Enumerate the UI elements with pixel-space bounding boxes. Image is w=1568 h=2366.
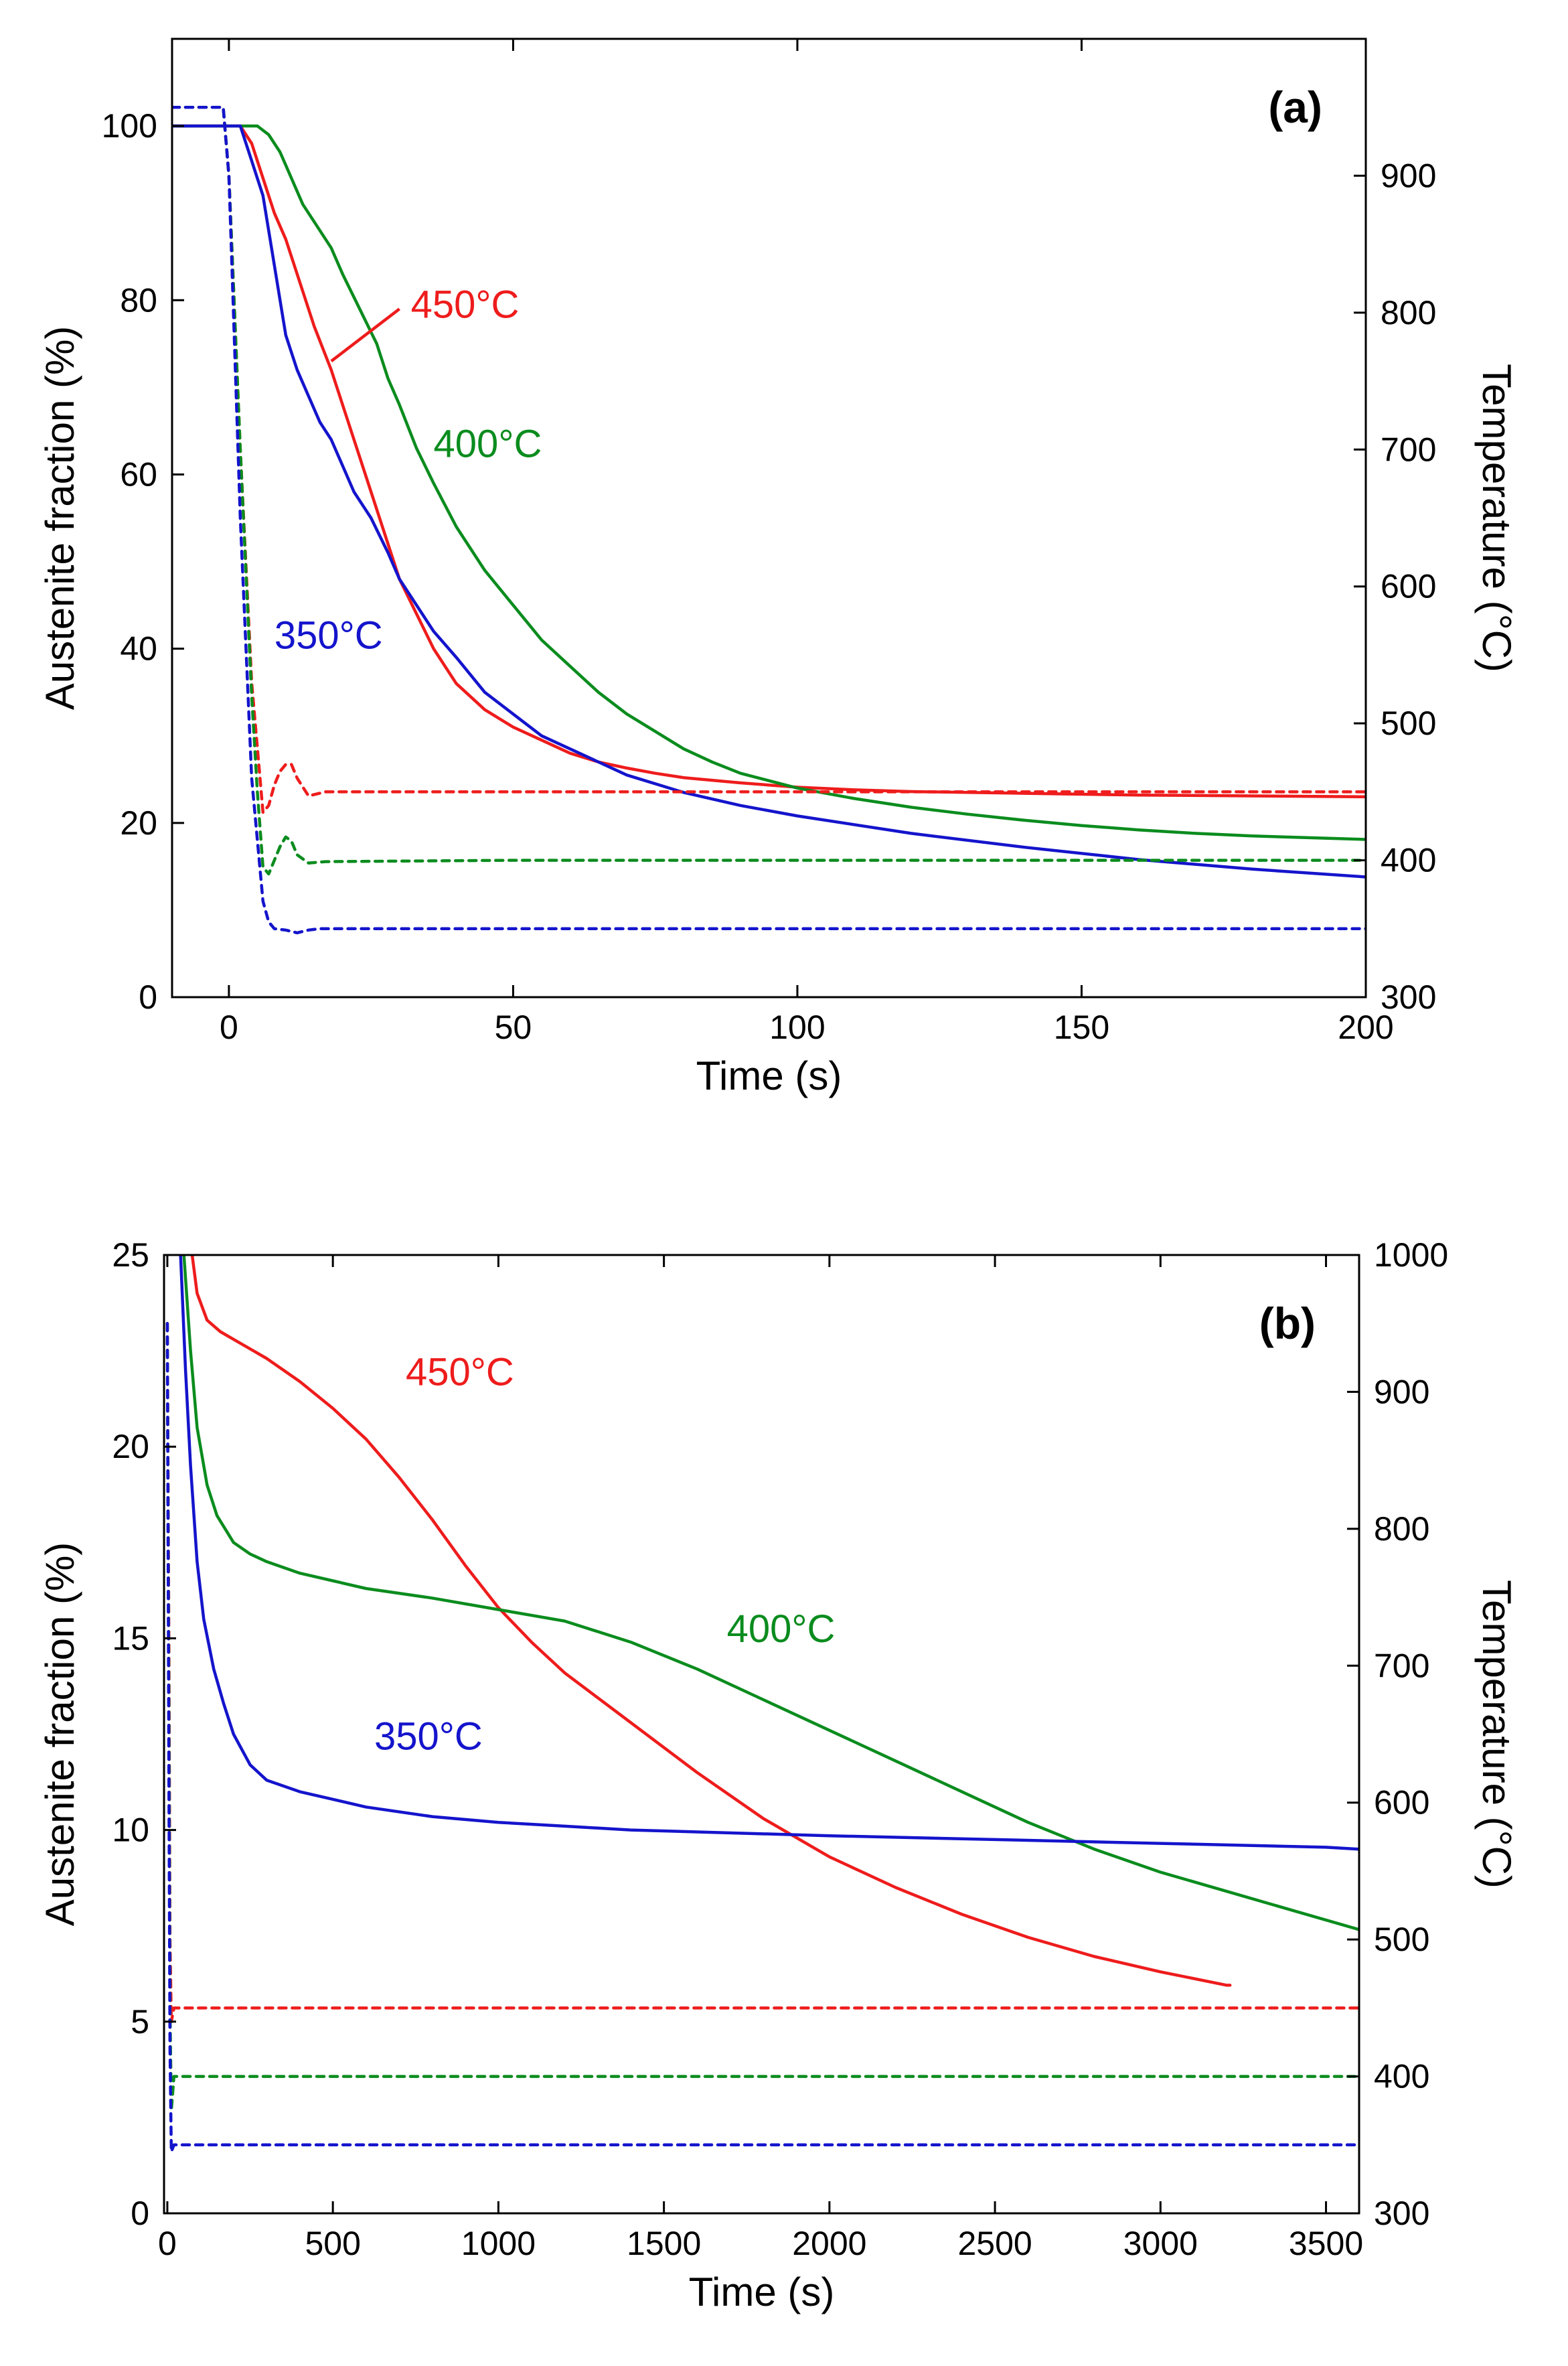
panel-a-annotation-350c: 350°C	[275, 614, 383, 658]
panel-a-series-400c	[172, 124, 1366, 841]
panel-a-series-450c-temperature	[172, 105, 1366, 814]
panel-a-y-tick-label: 0	[139, 978, 157, 1016]
panel-a-leader-line-450c	[330, 307, 400, 363]
panel-b-series-350c-temperature	[165, 1321, 1359, 2154]
panel-b-x-tick-label: 500	[305, 2225, 360, 2262]
panel-b-y2-tick-label: 1000	[1374, 1236, 1448, 1274]
panel-a-y2-tick-label: 400	[1381, 842, 1436, 879]
panel-b-y-tick-label: 5	[131, 2003, 149, 2041]
panel-b-y-tick-label: 20	[112, 1428, 149, 1465]
panel-a-x-tick-label: 50	[495, 1009, 532, 1046]
panel-b-panel-label: (b)	[1259, 1299, 1316, 1348]
panel-b-x-tick-label: 1000	[461, 2225, 536, 2262]
panel-a-y2-tick-label: 500	[1381, 705, 1436, 742]
panel-a-y2-axis-title: Temperature (°C)	[1474, 364, 1519, 672]
panel-b-annotation-450c: 450°C	[406, 1351, 514, 1394]
panel-a-y2-tick-label: 700	[1381, 431, 1436, 468]
panel-b-series-400c-temperature	[165, 1321, 1359, 2112]
panel-b-y2-tick-label: 900	[1374, 1373, 1429, 1410]
panel-a-x-tick-label: 100	[769, 1009, 825, 1046]
panel-b-y-tick-label: 25	[112, 1236, 149, 1274]
panel-a-plot-frame	[171, 38, 1367, 999]
panel-b-x-axis-title: Time (s)	[689, 2270, 835, 2314]
panel-a-x-tick-label: 0	[220, 1009, 238, 1046]
panel-a-annotation-400c: 400°C	[434, 422, 542, 465]
panel-b-series-450c	[190, 1255, 1232, 1987]
panel-a-x-axis-title: Time (s)	[696, 1053, 842, 1098]
panel-b-series-400c	[182, 1255, 1359, 1931]
panel-b-y-tick-label: 10	[112, 1812, 149, 1849]
panel-b-y2-tick-label: 600	[1374, 1784, 1429, 1822]
panel-b-y2-tick-label: 800	[1374, 1510, 1429, 1548]
panel-b-series-450c-temperature	[165, 1321, 1359, 2024]
panel-b-y-tick-label: 15	[112, 1619, 149, 1657]
panel-a-y-tick-label: 80	[120, 281, 157, 319]
panel-a-y2-tick-label: 600	[1381, 568, 1436, 605]
panel-a-y2-tick-label: 900	[1381, 157, 1436, 194]
panel-b-y2-tick-label: 700	[1374, 1647, 1429, 1684]
panel-a-y-tick-label: 40	[120, 630, 157, 668]
panel-a-x-tick-label: 150	[1054, 1009, 1109, 1046]
panel-b-y2-tick-label: 400	[1374, 2058, 1429, 2095]
panel-b-y2-tick-label: 300	[1374, 2195, 1429, 2232]
panel-a-annotation-450c: 450°C	[411, 283, 520, 326]
panel-b-y2-axis-title: Temperature (°C)	[1474, 1580, 1519, 1889]
panel-b-x-tick-label: 1500	[627, 2225, 701, 2262]
panel-a-y2-tick-label: 300	[1381, 978, 1436, 1016]
panel-b-y-tick-label: 0	[131, 2195, 149, 2232]
panel-a-series-350c	[172, 124, 1366, 879]
panel-b-annotation-400c: 400°C	[727, 1607, 836, 1651]
panel-b-y-axis-title: Austenite fraction (%)	[37, 1542, 82, 1927]
panel-a-series-350c-temperature	[172, 105, 1366, 935]
panel-a-series-450c	[172, 124, 1366, 799]
panel-a-y-tick-label: 100	[102, 107, 157, 145]
panel-b-chart: 0 500 1000 1500 2000 2500 3000 3500 0 5 10 15 20 25 30…	[37, 1236, 1519, 2314]
panel-a-x-tick-label: 200	[1338, 1009, 1393, 1046]
panel-b-series-350c	[179, 1255, 1359, 1851]
panel-a-series-400c-temperature	[172, 105, 1366, 876]
panel-a-y2-tick-label: 800	[1381, 294, 1436, 331]
panel-b-x-tick-label: 3000	[1123, 2225, 1198, 2262]
panel-b-y2-tick-label: 500	[1374, 1921, 1429, 1958]
panel-a-y-axis-title: Austenite fraction (%)	[37, 326, 82, 711]
panel-a-panel-label: (a)	[1268, 82, 1322, 132]
panel-a-y-tick-label: 60	[120, 455, 157, 493]
panel-b-annotation-350c: 350°C	[374, 1714, 483, 1758]
panel-b-x-tick-label: 2500	[957, 2225, 1032, 2262]
panel-a-chart: 0 50 100 150 200 0 20 40 60 80 100 300 400 500 600 700 8…	[37, 38, 1519, 1098]
panel-b-x-tick-label: 0	[158, 2225, 177, 2262]
panel-b-x-tick-label: 2000	[792, 2225, 866, 2262]
panel-a-y-tick-label: 20	[120, 804, 157, 842]
panel-b-x-tick-label: 3500	[1289, 2225, 1363, 2262]
panel-b-plot-frame	[163, 1254, 1360, 2215]
